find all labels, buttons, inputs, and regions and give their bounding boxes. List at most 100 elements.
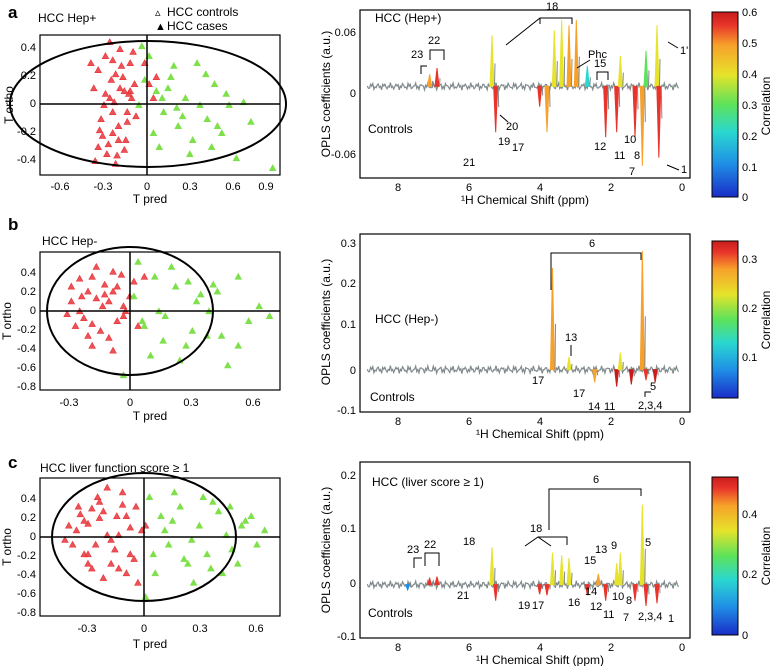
xtick: 0.6 [248,623,263,635]
colorbar-a [711,11,739,198]
scatter-point [146,351,155,359]
panel-b: b HCC Hep- 0.4 0.2 0 -0.2 -0.4 -0.6 -0.8… [0,215,773,441]
scatter-point [184,559,192,567]
spectrum-peak [617,552,623,586]
peak-label: 13 [565,332,577,344]
spectrum-peak-shoulder [607,86,610,110]
scatter-point [107,559,115,567]
scatter-point [91,540,100,548]
scatter-point [123,108,132,115]
spectrum-peak [614,563,620,586]
spectrum-peak-shoulder [589,584,591,590]
scatter-point [105,333,113,341]
scatter-point [217,331,226,339]
scatter-point [130,80,139,87]
scatter-points-c [61,483,269,600]
xtick: 2 [608,182,614,194]
scatter-point [88,341,96,349]
score-xticks-b: -0.3 0 0.3 0.6 [60,397,261,409]
score-yticks-a: 0.4 0.2 0 -0.2 -0.4 [17,42,36,166]
scatter-point [88,320,96,327]
peak-label: 1 [681,164,687,176]
spectrum-baseline [366,578,680,591]
cbar-tick: 0.2 [742,131,757,143]
spectrum-peak-shoulder [618,86,621,107]
spectrum-peak-shoulder [659,58,661,87]
xtick: -0.6 [51,181,70,193]
scatter-point [97,115,105,122]
xtick: 6 [466,416,472,428]
spectrum-peak [537,85,543,107]
spectrum-peak-shoulder [600,579,602,585]
scatter-point [74,502,83,510]
spectrum-peak [639,85,645,166]
scatter-point [145,493,154,500]
scatter-point [176,502,184,510]
scatter-point [149,550,158,558]
scatter-point [61,535,69,543]
scatter-point [167,262,176,270]
scatter-point [207,564,215,572]
scatter-point [155,143,164,150]
scatter-point [88,272,96,280]
scatter-point [193,59,201,66]
scatter-point [152,87,161,94]
score-xlabel-a: T pred [133,192,167,206]
ytick: 0 [30,305,36,317]
scatter-point [134,322,142,329]
spectrum-peak-shoulder [571,572,573,585]
cbar-tick: 0.4 [742,69,757,81]
score-plot-frame-a [39,34,281,176]
peak-label: 6 [589,238,595,250]
scatter-point [265,312,274,320]
scatter-point [88,504,96,512]
peak-label: 11 [604,401,615,413]
spectrum-peak [584,584,590,596]
spectrum-b [366,250,680,387]
panel-letter-b: b [8,215,18,234]
spectrum-peak-shoulder [648,369,650,375]
scatter-point [164,540,173,548]
scatter-point [207,143,216,150]
scatter-point [130,554,138,562]
scatter-point [202,70,210,78]
spectrum-peak [639,250,645,371]
spectrum-peak [584,65,590,87]
scatter-point [122,569,131,577]
spectrum-peak-shoulder [633,369,635,377]
panel-a: a HCC Hep+ ▵ HCC controls ▲ HCC cases 0.… [2,1,773,207]
ytick: -0.8 [17,381,36,393]
peak-label: 18 [546,1,558,13]
spectrum-peak-shoulder [497,584,500,592]
cbar-tick: 0.1 [742,162,757,174]
scatter-point [92,294,101,302]
peak-label: 20 [506,121,518,133]
spectrum-c [366,504,680,607]
colorbar-label-c: Correlation [759,527,773,586]
spectrum-peak [614,85,620,133]
scatter-point [99,574,108,581]
peak-label: 22 [428,35,440,47]
scatter-point [109,346,117,354]
scatter-point [253,540,261,548]
peak-bracket [413,557,422,568]
ytick: 0 [350,578,356,590]
score-xlabel-b: T pred [133,409,167,423]
xtick: 8 [395,182,401,194]
peak-label: 5 [650,381,656,393]
xtick: -0.3 [78,623,97,635]
cbar-tick: 0.6 [742,7,757,19]
score-xticks-a: -0.6 -0.3 0 0.3 0.6 0.9 [51,181,274,193]
cbar-tick: 0.1 [742,352,757,364]
spec-yticks-b: 0.3 0.2 0.1 0 -0.1 [337,238,356,417]
peak-label: 2,3,4 [638,400,662,412]
peak-label: 1' [680,45,688,57]
spectrum-peak [489,35,495,87]
xtick: 0.9 [258,181,273,193]
spectrum-peak-shoulder [644,316,646,370]
ytick: 0.2 [21,512,36,524]
peak-label: 19 [518,600,530,612]
ytick: -0.1 [337,631,356,643]
peak-label: 21 [463,157,475,169]
score-title-b: HCC Hep- [42,234,97,248]
